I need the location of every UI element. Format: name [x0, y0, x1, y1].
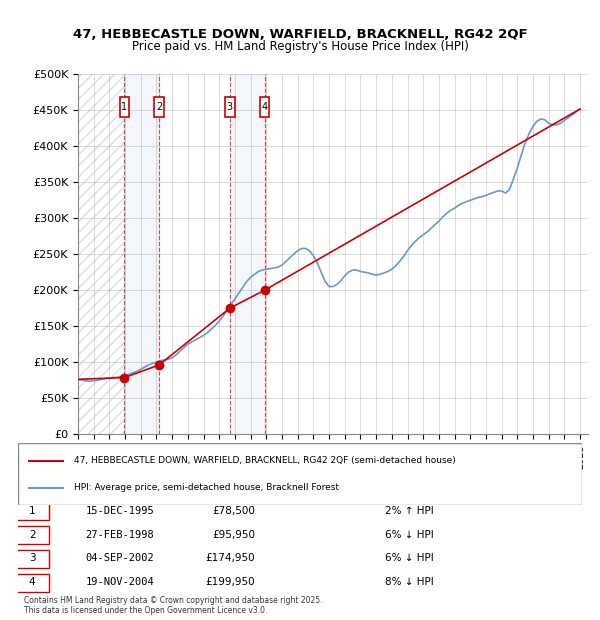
Text: 1: 1 [121, 102, 127, 112]
Bar [78, 74, 124, 434]
Text: 8% ↓ HPI: 8% ↓ HPI [385, 577, 433, 587]
Text: 2% ↑ HPI: 2% ↑ HPI [385, 506, 433, 516]
FancyBboxPatch shape [154, 97, 164, 117]
Text: 2: 2 [156, 102, 162, 112]
FancyBboxPatch shape [18, 443, 582, 505]
FancyBboxPatch shape [15, 550, 49, 568]
Bar [124, 74, 159, 434]
Text: 04-SEP-2002: 04-SEP-2002 [86, 554, 154, 564]
FancyBboxPatch shape [225, 97, 235, 117]
Text: 1: 1 [29, 506, 35, 516]
Text: 3: 3 [227, 102, 233, 112]
FancyBboxPatch shape [15, 526, 49, 544]
Text: 2: 2 [29, 529, 35, 539]
Text: Contains HM Land Registry data © Crown copyright and database right 2025.
This d: Contains HM Land Registry data © Crown c… [24, 596, 323, 615]
FancyBboxPatch shape [120, 97, 129, 117]
Text: 4: 4 [262, 102, 268, 112]
FancyBboxPatch shape [15, 574, 49, 592]
Text: 27-FEB-1998: 27-FEB-1998 [86, 529, 154, 539]
Text: £78,500: £78,500 [212, 506, 255, 516]
Text: 6% ↓ HPI: 6% ↓ HPI [385, 554, 433, 564]
Text: £199,950: £199,950 [205, 577, 255, 587]
Text: 19-NOV-2004: 19-NOV-2004 [86, 577, 154, 587]
Text: 4: 4 [29, 577, 35, 587]
Bar [230, 74, 265, 434]
FancyBboxPatch shape [260, 97, 269, 117]
Text: £174,950: £174,950 [205, 554, 255, 564]
Text: 47, HEBBECASTLE DOWN, WARFIELD, BRACKNELL, RG42 2QF: 47, HEBBECASTLE DOWN, WARFIELD, BRACKNEL… [73, 28, 527, 41]
Text: 6% ↓ HPI: 6% ↓ HPI [385, 529, 433, 539]
Bar [78, 74, 124, 434]
Text: HPI: Average price, semi-detached house, Bracknell Forest: HPI: Average price, semi-detached house,… [74, 484, 340, 492]
Text: 47, HEBBECASTLE DOWN, WARFIELD, BRACKNELL, RG42 2QF (semi-detached house): 47, HEBBECASTLE DOWN, WARFIELD, BRACKNEL… [74, 456, 456, 465]
Text: 15-DEC-1995: 15-DEC-1995 [86, 506, 154, 516]
Text: 3: 3 [29, 554, 35, 564]
Text: £95,950: £95,950 [212, 529, 255, 539]
Text: Price paid vs. HM Land Registry's House Price Index (HPI): Price paid vs. HM Land Registry's House … [131, 40, 469, 53]
FancyBboxPatch shape [15, 502, 49, 521]
